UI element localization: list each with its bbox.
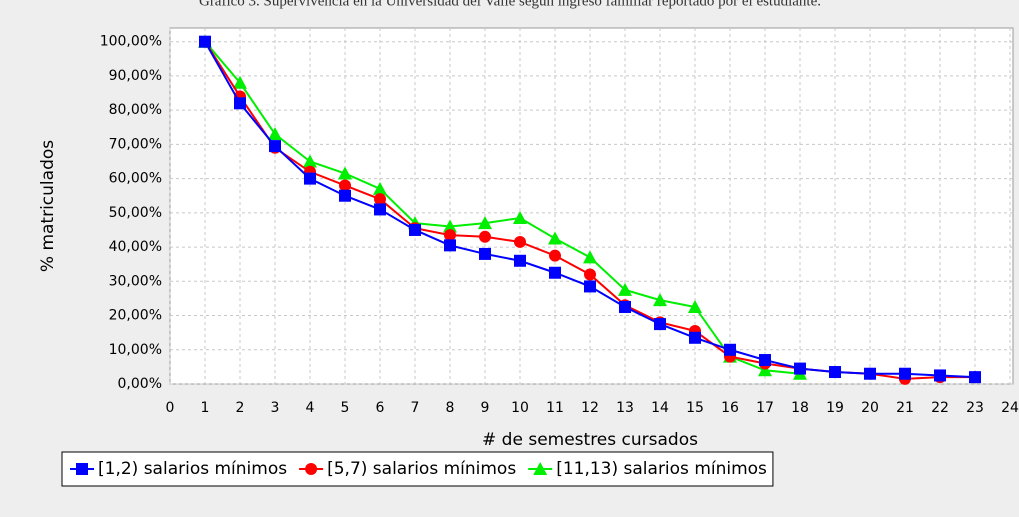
x-tick-label: 15 <box>686 400 704 416</box>
x-tick-label: 8 <box>446 400 455 416</box>
marker <box>374 193 386 206</box>
marker <box>934 369 946 382</box>
y-tick-label: 90,00% <box>109 68 162 84</box>
marker <box>199 35 211 48</box>
marker <box>759 354 771 367</box>
x-tick-label: 17 <box>756 400 774 416</box>
marker <box>479 247 491 260</box>
marker <box>234 97 246 110</box>
y-axis-label: % matriculados <box>38 140 58 272</box>
y-tick-label: 10,00% <box>109 342 162 358</box>
marker <box>374 203 386 216</box>
legend-marker <box>76 463 88 475</box>
x-tick-label: 22 <box>931 400 949 416</box>
x-tick-label: 1 <box>201 400 210 416</box>
marker <box>899 367 911 380</box>
y-tick-label: 40,00% <box>109 239 162 255</box>
marker <box>339 179 351 192</box>
marker <box>338 166 352 180</box>
marker <box>688 299 702 313</box>
y-tick-label: 0,00% <box>118 376 162 392</box>
marker <box>584 280 596 293</box>
marker <box>304 172 316 185</box>
marker <box>654 318 666 331</box>
legend-label: [5,7) salarios mínimos <box>327 459 516 479</box>
x-tick-label: 9 <box>481 400 490 416</box>
marker <box>514 254 526 267</box>
x-axis-label: # de semestres cursados <box>482 430 698 450</box>
marker <box>444 229 456 242</box>
marker <box>233 75 247 89</box>
marker <box>514 235 526 248</box>
x-tick-label: 12 <box>581 400 599 416</box>
marker <box>653 293 667 307</box>
marker <box>794 362 806 375</box>
x-tick-label: 21 <box>896 400 914 416</box>
marker <box>969 371 981 384</box>
y-tick-label: 60,00% <box>109 171 162 187</box>
x-tick-label: 14 <box>651 400 669 416</box>
marker <box>829 366 841 379</box>
marker <box>583 250 597 264</box>
x-tick-label: 6 <box>376 400 385 416</box>
x-tick-label: 10 <box>511 400 529 416</box>
marker <box>513 210 527 224</box>
marker <box>689 331 701 344</box>
marker <box>758 363 772 377</box>
x-tick-label: 19 <box>826 400 844 416</box>
x-tick-label: 16 <box>721 400 739 416</box>
y-tick-label: 80,00% <box>109 102 162 118</box>
legend <box>61 451 774 487</box>
plot-area <box>169 27 1014 385</box>
x-tick-label: 3 <box>271 400 280 416</box>
x-tick-label: 11 <box>546 400 564 416</box>
legend-label: [11,13) salarios mínimos <box>556 459 767 479</box>
x-tick-label: 0 <box>166 400 175 416</box>
y-tick-label: 30,00% <box>109 273 162 289</box>
marker <box>373 181 387 195</box>
marker <box>619 300 631 313</box>
marker <box>584 268 596 281</box>
marker <box>268 127 282 141</box>
x-tick-label: 24 <box>1001 400 1019 416</box>
marker <box>444 239 456 252</box>
y-tick-label: 100,00% <box>100 34 162 50</box>
y-tick-label: 70,00% <box>109 136 162 152</box>
marker <box>409 223 421 236</box>
y-tick-label: 20,00% <box>109 308 162 324</box>
x-tick-label: 4 <box>306 400 315 416</box>
marker <box>303 154 317 168</box>
legend-marker <box>533 462 548 475</box>
y-tick-label: 50,00% <box>109 205 162 221</box>
x-tick-label: 7 <box>411 400 420 416</box>
marker <box>724 343 736 356</box>
marker <box>443 219 457 233</box>
x-tick-label: 18 <box>791 400 809 416</box>
legend-marker <box>305 463 318 475</box>
marker <box>618 282 632 296</box>
series-line <box>204 41 801 375</box>
marker <box>478 216 492 230</box>
marker <box>269 140 281 153</box>
chart-title: Gráfico 3. Supervivencia en la Universid… <box>199 0 821 9</box>
x-tick-label: 20 <box>861 400 879 416</box>
marker <box>548 231 562 245</box>
marker <box>479 230 491 243</box>
marker <box>549 249 561 262</box>
legend-label: [1,2) salarios mínimos <box>98 459 287 479</box>
marker <box>864 367 876 380</box>
x-tick-label: 23 <box>966 400 984 416</box>
x-tick-label: 13 <box>616 400 634 416</box>
x-tick-label: 2 <box>236 400 245 416</box>
x-tick-label: 5 <box>341 400 350 416</box>
marker <box>549 266 561 279</box>
marker <box>339 189 351 202</box>
